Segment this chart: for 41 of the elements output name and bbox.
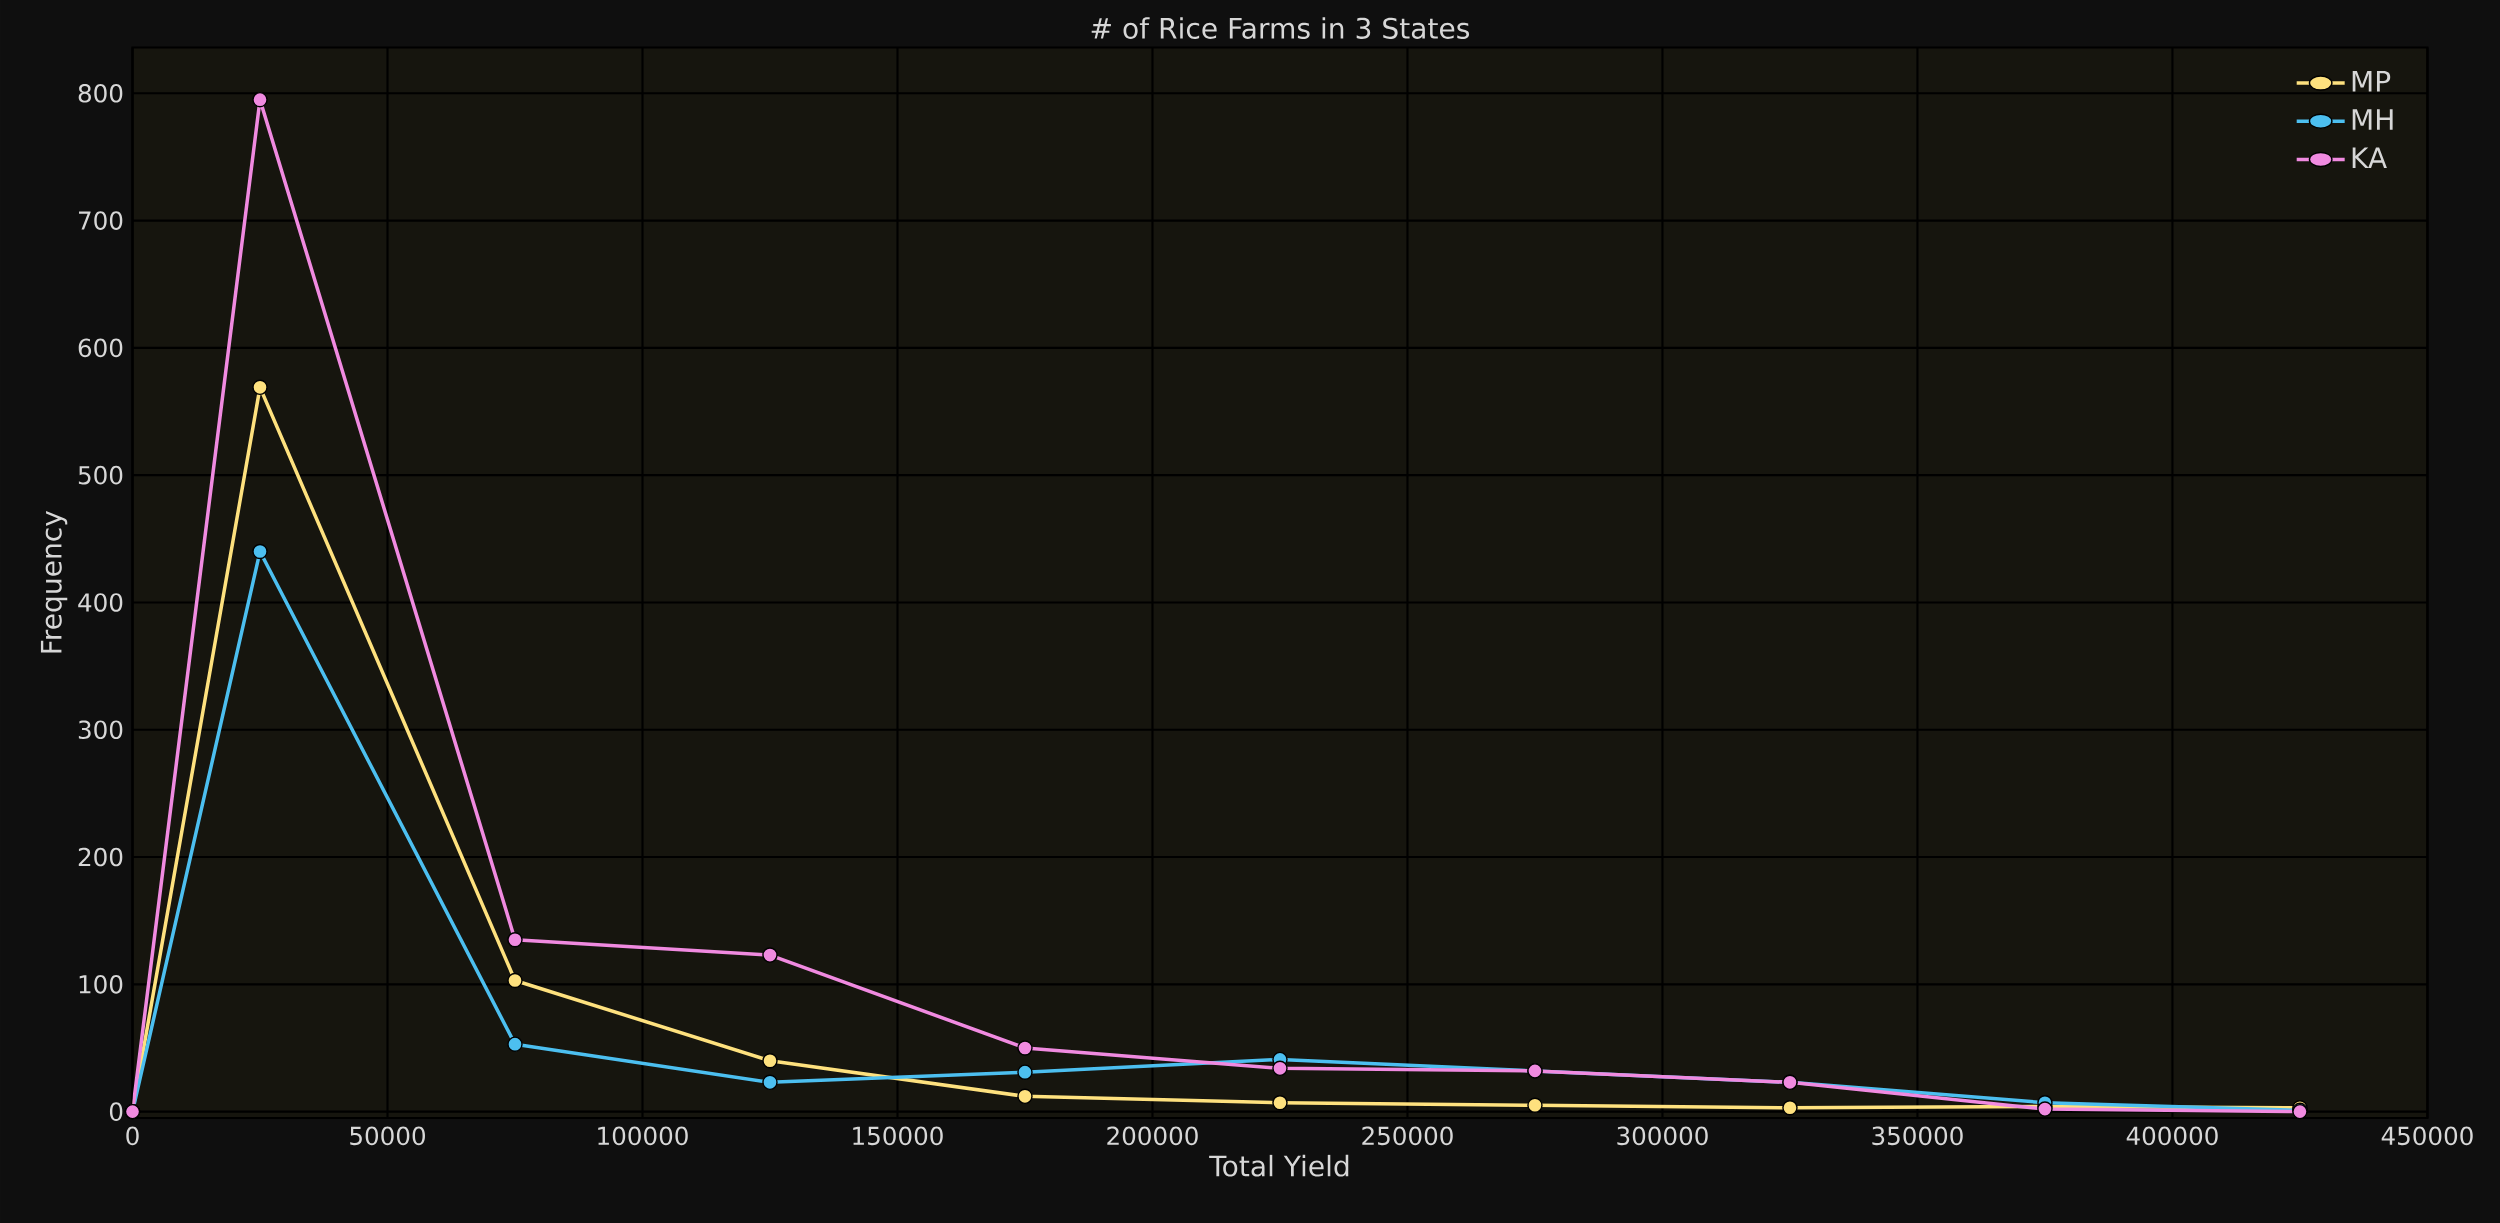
point	[1017, 1040, 1033, 1056]
x-tick-label: 200000	[1107, 1126, 1198, 1146]
x-tick-label: 50000	[350, 1126, 425, 1146]
y-tick-label: 100	[79, 975, 123, 994]
point	[252, 91, 268, 108]
y-tick-label: 500	[78, 465, 123, 485]
point	[1017, 1088, 1033, 1105]
point	[507, 932, 523, 948]
y-tick-label: 700	[79, 211, 123, 230]
point	[762, 1074, 778, 1091]
y-tick-label: 400	[78, 593, 123, 612]
x-tick-label: 400000	[2126, 1126, 2218, 1146]
point	[252, 379, 268, 396]
y-axis-title: Frequency	[40, 510, 68, 653]
y-tick-label: 800	[78, 83, 123, 103]
x-tick-label: 150000	[853, 1126, 943, 1146]
point	[252, 543, 268, 560]
x-tick-label: 350000	[1872, 1126, 1963, 1146]
point	[1782, 1100, 1798, 1116]
y-tick-label: 0	[109, 1102, 123, 1121]
point	[1527, 1097, 1543, 1113]
point	[1017, 1064, 1033, 1080]
y-tick-label: 600	[78, 338, 123, 358]
legend-label: MP	[2352, 70, 2391, 92]
y-tick-label: 300	[78, 720, 123, 740]
legend-label: KA	[2352, 147, 2387, 168]
chart-title: # of Rice Farms in 3 States	[1091, 17, 1470, 39]
x-tick-label: 300000	[1617, 1126, 1708, 1146]
x-tick-label: 250000	[1362, 1126, 1453, 1146]
point	[507, 972, 523, 989]
point	[762, 1052, 778, 1069]
point	[762, 947, 778, 963]
x-tick-label: 0	[126, 1126, 139, 1146]
x-tick-label: 100000	[598, 1126, 688, 1146]
x-axis-title: Total Yield	[1209, 1154, 1349, 1177]
x-tick-label: 450000	[2381, 1126, 2473, 1146]
point	[1272, 1060, 1288, 1077]
point	[1272, 1094, 1288, 1111]
point	[507, 1036, 523, 1052]
legend-label: MH	[2352, 109, 2393, 130]
y-tick-label: 200	[78, 847, 123, 867]
